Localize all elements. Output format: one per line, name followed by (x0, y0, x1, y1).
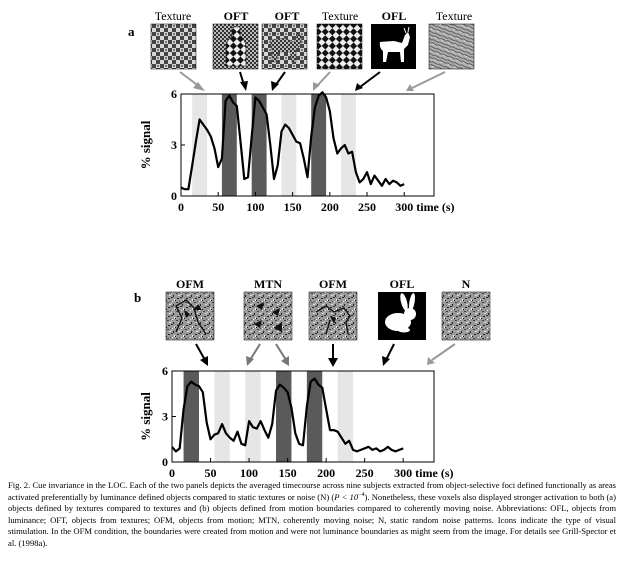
icon-label-ofl-2: OFL (390, 277, 415, 291)
icon-label-mtn: MTN (254, 277, 282, 291)
stimulus-block-ofm-0 (183, 371, 199, 462)
signal-timecourse-line (171, 377, 404, 453)
figure-canvas: a Texture OFT OFT Texture OFL Texture (128, 9, 491, 480)
arrow-icon (275, 343, 287, 361)
panel-b-icons: OFM MTN OFM OFL N (165, 277, 491, 341)
chart-panel-b: 0 50 100 150 200 250 300 time (s) 0 3 6 % signal (138, 364, 454, 480)
mtn-noise-arrows-icon (243, 291, 293, 341)
diagonal-checker-icon (316, 23, 363, 70)
stimulus-block-texture-0 (192, 94, 208, 196)
arrow-icon (249, 343, 261, 361)
y-tick-label: 6 (162, 364, 168, 378)
stimulus-block-texture-3 (281, 94, 297, 196)
x-tick-label: 0 (178, 200, 184, 214)
y-tick-label: 3 (171, 138, 177, 152)
x-tick-label: 300 (394, 466, 412, 480)
arrow-icon (385, 343, 395, 361)
stimulus-block-n-5 (337, 371, 354, 462)
signal-timecourse-line (180, 91, 405, 191)
x-tick-label: 50 (205, 466, 217, 480)
x-tick-label: 0 (169, 466, 175, 480)
checker-texture-icon (150, 23, 197, 70)
x-tick-label: 200 (321, 200, 339, 214)
panel-a-arrows (179, 71, 446, 91)
stimulus-block-oft-2 (251, 94, 267, 196)
noise-texture-icon (428, 23, 475, 70)
y-tick-label: 0 (162, 455, 168, 469)
caption-text-end: ). Nonetheless, these voxels also displa… (8, 491, 616, 548)
panel-a-letter: a (128, 24, 135, 39)
icon-label-ofl: OFL (382, 9, 407, 23)
panel-b-arrows (195, 343, 456, 367)
icon-label-n: N (462, 277, 471, 291)
y-axis-label: % signal (138, 120, 153, 169)
icon-label-texture-3: Texture (436, 9, 472, 23)
stimulus-block-mtn-1 (214, 371, 230, 462)
panel-a: a Texture OFT OFT Texture OFL Texture (128, 9, 475, 214)
caption-p-exponent: −4 (358, 491, 365, 498)
x-tick-label: 150 (284, 200, 302, 214)
icon-label-texture-2: Texture (322, 9, 358, 23)
arrow-icon (431, 343, 456, 361)
ofm-noise-outline-icon (165, 291, 215, 341)
x-tick-label: 100 (246, 200, 264, 214)
stimulus-block-oft-1 (221, 94, 237, 196)
figure-caption: Fig. 2. Cue invariance in the LOC. Each … (8, 480, 616, 550)
y-tick-label: 0 (171, 189, 177, 203)
x-axis-unit: time (s) (415, 466, 453, 480)
stimulus-block-ofl-4 (311, 94, 327, 196)
icon-label-texture: Texture (155, 9, 191, 23)
panel-a-icons: Texture OFT OFT Texture OFL Texture (150, 9, 475, 70)
stimulus-block-mtn-2 (245, 371, 261, 462)
x-tick-label: 250 (356, 466, 374, 480)
caption-text-start: Fig. 2. Cue invariance in the LOC. Each … (8, 480, 616, 502)
static-noise-icon (441, 291, 491, 341)
y-tick-label: 3 (162, 410, 168, 424)
y-tick-label: 6 (171, 87, 177, 101)
panel-b: b OFM MTN OFM OFL N (134, 277, 491, 480)
icon-label-ofm: OFM (176, 277, 204, 291)
arrow-icon (316, 71, 331, 87)
icon-label-oft-2: OFT (275, 9, 300, 23)
y-axis-label: % signal (138, 392, 153, 441)
arrow-icon (411, 71, 446, 89)
plot-frame (171, 370, 435, 463)
x-tick-label: 150 (279, 466, 297, 480)
stimulus-block-texture-5 (340, 94, 356, 196)
stimulus-block-ofl-4 (306, 371, 323, 462)
x-tick-label: 100 (240, 466, 258, 480)
ofm-noise-outline-icon-2 (308, 291, 358, 341)
plot-frame (180, 93, 435, 197)
x-tick-label: 250 (358, 200, 376, 214)
x-tick-label: 50 (212, 200, 224, 214)
arrow-icon (195, 343, 206, 361)
caption-p-value: P < 10 (334, 491, 359, 502)
icon-label-ofm-2: OFM (319, 277, 347, 291)
arrow-icon (359, 71, 381, 88)
icon-label-oft: OFT (224, 9, 249, 23)
chart-panel-a: 0 50 100 150 200 250 300 time (s) 0 3 6 % signal (138, 87, 455, 214)
x-tick-label: 200 (317, 466, 335, 480)
panel-b-letter: b (134, 290, 141, 305)
x-axis-unit: time (s) (416, 200, 454, 214)
x-tick-label: 300 (395, 200, 413, 214)
stimulus-block-ofm-3 (276, 371, 292, 462)
